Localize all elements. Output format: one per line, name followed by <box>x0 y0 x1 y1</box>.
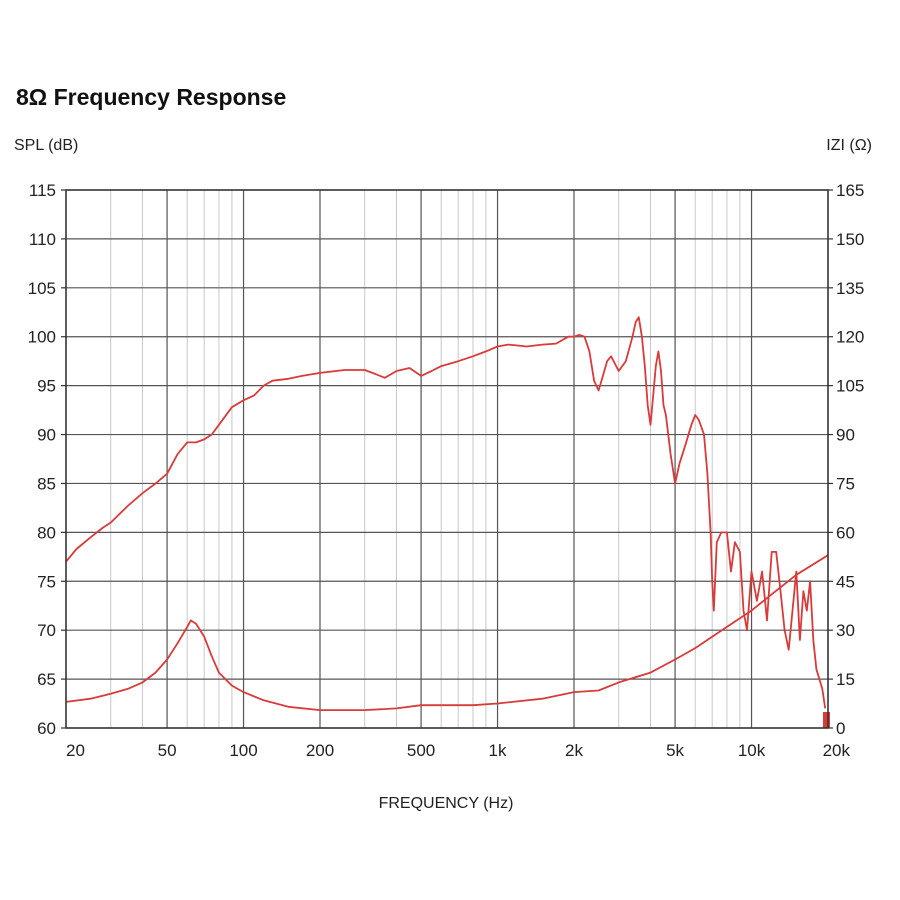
x-tick-label: 20 <box>66 741 85 760</box>
curves <box>65 316 830 728</box>
y2-tick-label: 120 <box>836 328 864 347</box>
y2-tick-label: 135 <box>836 279 864 298</box>
y-tick-label: 105 <box>28 279 56 298</box>
y-tick-label: 65 <box>37 670 56 689</box>
y2-tick-label: 60 <box>836 523 855 542</box>
y2-tick-label: 30 <box>836 621 855 640</box>
y2-tick-label: 150 <box>836 230 864 249</box>
y2-axis-label: IZI (Ω) <box>826 137 872 154</box>
y2-tick-label: 15 <box>836 670 855 689</box>
x-axis-label: FREQUENCY (Hz) <box>379 795 514 812</box>
end-marker <box>823 712 830 728</box>
y2-tick-label: 0 <box>836 719 845 738</box>
y2-tick-label: 45 <box>836 572 855 591</box>
y-tick-label: 80 <box>37 523 56 542</box>
y-tick-label: 70 <box>37 621 56 640</box>
major-grid <box>65 189 829 729</box>
y-tick-label: 85 <box>37 474 56 493</box>
x-tick-label: 10k <box>738 741 766 760</box>
chart-title: 8Ω Frequency Response <box>16 84 287 110</box>
x-tick-label: 500 <box>407 741 435 760</box>
plot-frame <box>61 189 833 729</box>
spl-curve <box>65 316 827 709</box>
minor-grid <box>65 190 829 728</box>
x-tick-label: 5k <box>666 741 684 760</box>
y-tick-label: 95 <box>37 377 56 396</box>
x-tick-label: 20k <box>823 741 851 760</box>
y2-tick-label: 75 <box>836 474 855 493</box>
x-tick-label: 100 <box>229 741 257 760</box>
impedance-curve <box>65 554 829 711</box>
y2-tick-label: 90 <box>836 426 855 445</box>
y-axis-label: SPL (dB) <box>14 137 78 154</box>
y-tick-label: 100 <box>28 328 56 347</box>
y-tick-label: 90 <box>37 426 56 445</box>
y2-tick-label: 165 <box>836 181 864 200</box>
x-tick-label: 200 <box>306 741 334 760</box>
plot-border <box>65 189 829 729</box>
y-tick-label: 110 <box>29 230 56 249</box>
x-tick-label: 50 <box>158 741 177 760</box>
tick-labels: 60 65 70 75 80 85 90 95 100 105 110 115 0 15 30 45 60 75 9… <box>28 181 865 760</box>
y2-tick-label: 105 <box>836 377 864 396</box>
x-tick-label: 1k <box>489 741 507 760</box>
y-tick-label: 115 <box>29 181 56 200</box>
x-tick-label: 2k <box>565 741 583 760</box>
y-tick-label: 60 <box>37 719 56 738</box>
y-tick-label: 75 <box>37 572 56 591</box>
